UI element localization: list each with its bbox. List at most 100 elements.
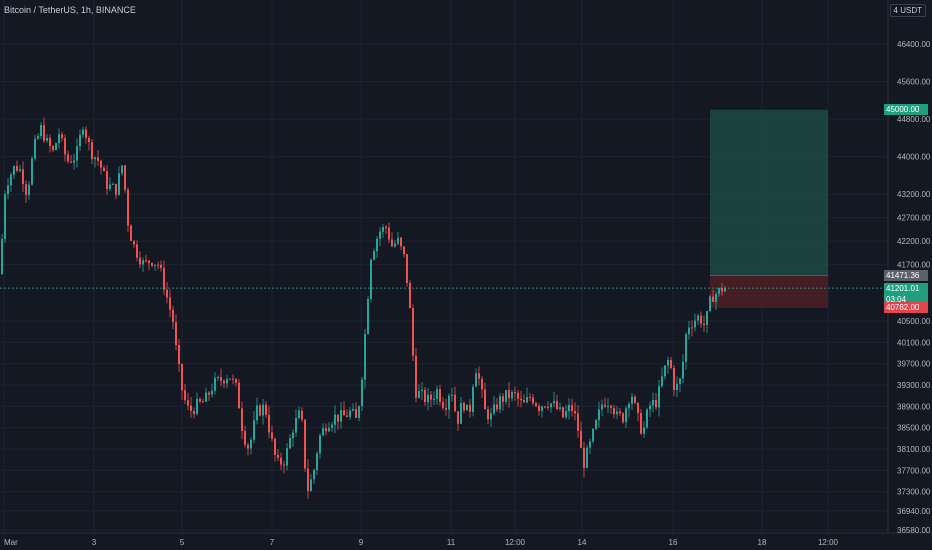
x-tick-label: 16 <box>669 538 678 547</box>
stop-zone[interactable] <box>710 275 828 308</box>
candle-body <box>43 125 45 141</box>
candle-body <box>181 363 183 391</box>
candle-body <box>586 447 588 468</box>
x-tick-label: Mar <box>4 538 18 547</box>
candle-body <box>154 264 156 266</box>
candle-body <box>205 392 207 402</box>
candle-body <box>193 410 195 415</box>
candle-body <box>667 359 669 366</box>
candle-body <box>433 398 435 400</box>
candle-body <box>589 441 591 448</box>
x-tick-label: 18 <box>758 538 767 547</box>
candle-body <box>277 454 279 458</box>
y-tick-label: 39700.00 <box>897 360 931 369</box>
candle-body <box>451 394 453 396</box>
candle-body <box>310 479 312 492</box>
candle-body <box>691 327 693 329</box>
candle-body <box>328 427 330 432</box>
candles <box>1 117 726 499</box>
candle-body <box>697 315 699 321</box>
candle-body <box>472 386 474 412</box>
candle-body <box>649 405 651 410</box>
candle-body <box>577 413 579 431</box>
candle-body <box>67 154 69 162</box>
y-tick-label: 41700.00 <box>897 261 931 270</box>
candle-body <box>358 406 360 419</box>
candle-body <box>25 184 27 195</box>
target-zone[interactable] <box>710 109 828 276</box>
candle-body <box>259 405 261 416</box>
candle-body <box>124 165 126 190</box>
candle-body <box>544 406 546 408</box>
candle-body <box>607 406 609 408</box>
y-tick-label: 38500.00 <box>897 424 931 433</box>
candle-body <box>268 414 270 433</box>
candle-body <box>31 158 33 185</box>
candle-body <box>664 365 666 377</box>
x-tick-label: 3 <box>92 538 97 547</box>
candle-body <box>316 453 318 470</box>
candle-body <box>91 142 93 160</box>
candle-body <box>283 464 285 466</box>
candle-body <box>613 407 615 415</box>
currency-prefix: 4 <box>893 6 898 15</box>
candle-body <box>106 171 108 190</box>
candle-body <box>646 409 648 428</box>
stop-price-label: 40782.00 <box>884 302 928 314</box>
y-tick-label: 39300.00 <box>897 381 931 390</box>
candle-body <box>517 392 519 399</box>
candle-body <box>685 334 687 362</box>
candle-body <box>88 137 90 143</box>
candle-body <box>709 296 711 312</box>
candle-body <box>253 420 255 440</box>
entry-price: 41471.36 <box>886 270 920 280</box>
candle-body <box>241 408 243 432</box>
candle-body <box>148 260 150 264</box>
candle-body <box>619 411 621 414</box>
candle-body <box>214 377 216 391</box>
candle-body <box>631 396 633 404</box>
candle-body <box>478 373 480 379</box>
candle-body <box>190 405 192 411</box>
candle-body <box>151 263 153 266</box>
y-tick-label: 43200.00 <box>897 190 931 199</box>
y-tick-label: 40500.00 <box>897 317 931 326</box>
candle-body <box>724 288 726 292</box>
candle-body <box>184 390 186 401</box>
candle-body <box>103 167 105 172</box>
candle-body <box>349 410 351 417</box>
candle-body <box>61 134 63 139</box>
y-tick-label: 40100.00 <box>897 338 931 347</box>
candle-body <box>448 395 450 410</box>
x-tick-label: 11 <box>447 538 456 547</box>
candle-body <box>643 427 645 434</box>
candle-body <box>40 125 42 136</box>
candle-body <box>457 411 459 424</box>
candle-body <box>400 237 402 247</box>
y-axis: 46400.00 45600.00 44800.00 44000.00 43200.00… <box>897 40 931 535</box>
candle-body <box>223 380 225 384</box>
candle-body <box>292 432 294 439</box>
candle-body <box>427 394 429 403</box>
candle-body <box>712 296 714 302</box>
candle-body <box>298 410 300 419</box>
y-tick-label: 37300.00 <box>897 488 931 497</box>
candle-body <box>454 394 456 412</box>
x-tick-label: 12:00 <box>818 538 839 547</box>
candle-body <box>523 400 525 403</box>
candle-body <box>58 134 60 144</box>
entry-price-label: 41471.36 <box>884 269 928 281</box>
candle-body <box>703 323 705 325</box>
candle-body <box>82 129 84 135</box>
candle-body <box>463 402 465 411</box>
candle-body <box>535 403 537 406</box>
candle-body <box>592 428 594 442</box>
currency-selector[interactable]: 4 USDT <box>889 4 926 17</box>
candle-body <box>280 457 282 465</box>
candle-body <box>85 129 87 138</box>
candle-body <box>352 408 354 411</box>
candle-body <box>538 405 540 411</box>
y-tick-label: 36940.00 <box>897 507 931 516</box>
x-tick-label: 9 <box>359 538 364 547</box>
